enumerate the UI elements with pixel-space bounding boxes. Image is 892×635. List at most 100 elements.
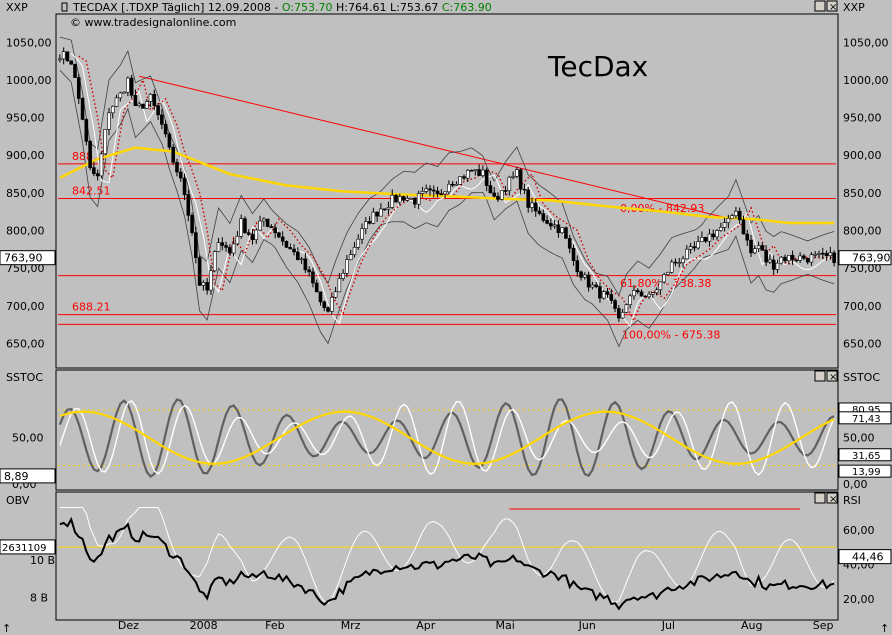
candle <box>356 238 361 248</box>
candle <box>771 259 776 270</box>
candle <box>530 202 534 208</box>
stoch-maximize-icon[interactable] <box>814 370 826 382</box>
price-current-box-left <box>0 250 56 266</box>
candle <box>764 250 768 263</box>
candle <box>424 188 429 192</box>
stoch-y-tick-left: 50,00 <box>12 432 44 445</box>
candle <box>617 308 621 319</box>
x-axis-label: Dez <box>118 619 139 632</box>
price-panel-window-buttons: × × × <box>814 0 838 505</box>
candle <box>254 229 259 240</box>
ohlc-high: H:764.61 <box>333 1 387 14</box>
candle <box>734 210 738 216</box>
close-icon[interactable] <box>826 0 838 12</box>
candle <box>197 257 202 286</box>
candle <box>413 197 417 205</box>
price-y-tick-right: 650,00 <box>843 337 882 350</box>
candle <box>647 293 651 298</box>
price-y-tick-left: 650,00 <box>6 337 45 350</box>
candle <box>715 230 719 238</box>
candle <box>311 271 315 284</box>
candle <box>99 153 104 177</box>
candle <box>511 176 515 178</box>
candle <box>175 161 179 173</box>
candle <box>318 291 323 303</box>
candle <box>409 197 413 200</box>
candle <box>92 167 96 174</box>
source-label: © www.tradesignalonline.com <box>70 16 236 29</box>
candle <box>178 171 183 179</box>
x-axis-label: Jun <box>578 619 596 632</box>
candle <box>220 242 225 246</box>
candle <box>76 77 81 99</box>
candle <box>798 255 802 261</box>
candle <box>284 241 289 248</box>
candle <box>484 169 489 186</box>
price-panel <box>55 13 839 369</box>
candle <box>292 248 296 253</box>
stoch-y-tick-right: 50,00 <box>843 432 875 445</box>
bollinger-lower <box>59 69 835 348</box>
candle <box>499 190 504 200</box>
candle <box>118 92 123 99</box>
candle <box>768 259 772 263</box>
candle <box>167 133 172 148</box>
candle <box>61 51 66 60</box>
candle <box>601 291 606 299</box>
candle <box>632 290 636 297</box>
candle <box>469 169 474 172</box>
chart-title: TECDAX [.TDXP Täglich] 12.09.2008 - O:75… <box>72 1 492 14</box>
candle <box>635 290 640 293</box>
stoch-close-icon[interactable] <box>826 370 838 382</box>
rsi-current-box <box>838 549 892 565</box>
x-axis-label: Sep <box>813 619 834 632</box>
candle <box>379 208 383 217</box>
horizontal-level-label: 842.51 <box>72 185 111 198</box>
candle <box>171 146 175 163</box>
maximize-icon[interactable] <box>814 0 826 12</box>
candle <box>397 196 402 203</box>
candle <box>832 252 836 263</box>
obv-close-icon[interactable] <box>826 492 838 504</box>
candle <box>465 169 470 179</box>
candle <box>685 248 689 260</box>
bottom-left-arrow-icon[interactable]: ↑ <box>2 622 11 635</box>
candle <box>481 169 485 176</box>
candle <box>133 95 138 106</box>
candle <box>129 77 134 96</box>
candle <box>681 258 685 263</box>
candle <box>341 272 345 279</box>
candle <box>805 258 810 263</box>
candle <box>537 210 542 214</box>
candle <box>719 227 723 231</box>
candle <box>394 194 398 203</box>
stoch-current-label-left: 8,89 <box>4 470 29 483</box>
candle <box>144 101 149 109</box>
candle <box>205 282 209 291</box>
candle <box>163 124 168 135</box>
candle <box>549 223 553 227</box>
candle <box>416 193 421 205</box>
obv-maximize-icon[interactable] <box>814 492 826 504</box>
dotted-red-ma <box>78 55 835 323</box>
x-axis-label: Jul <box>661 619 675 632</box>
candle <box>364 221 368 229</box>
price-current-box-right <box>838 250 892 266</box>
candle <box>760 245 765 251</box>
bottom-right-arrow-icon[interactable]: ↑ <box>880 622 889 635</box>
candle <box>194 232 198 258</box>
candle <box>114 97 119 107</box>
candle <box>579 271 583 278</box>
x-axis-label: 2008 <box>190 619 218 632</box>
title-prefix: TECDAX [.TDXP Täglich] 12.09.2008 - <box>72 1 282 14</box>
ohlc-low: L:753.67 <box>387 1 439 14</box>
candle <box>643 295 648 298</box>
candle <box>586 274 591 288</box>
candle <box>382 208 387 211</box>
candle <box>783 256 787 262</box>
candle <box>711 233 716 238</box>
candle <box>303 258 308 271</box>
price-y-tick-right: 850,00 <box>843 187 882 200</box>
candle <box>458 176 463 185</box>
candle <box>790 254 795 261</box>
